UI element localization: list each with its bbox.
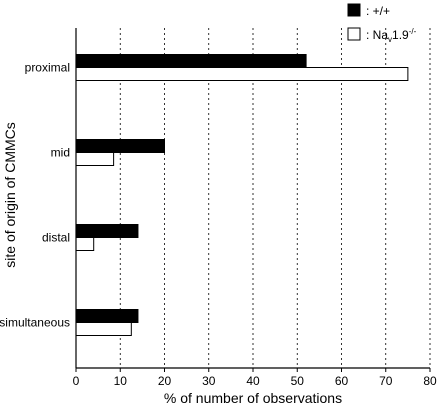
category-label-proximal: proximal: [25, 61, 70, 75]
x-ticks: 0 10 20 30 40 50 60 70 80: [73, 368, 437, 388]
x-tick-label: 60: [335, 374, 349, 388]
category-label-mid: mid: [51, 146, 70, 160]
x-tick-label: 30: [202, 374, 216, 388]
bar-knockout-simultaneous: [75, 322, 132, 336]
x-tick-label: 50: [291, 374, 305, 388]
bar-wildtype-mid: [75, 139, 165, 153]
x-tick-label: 0: [73, 374, 80, 388]
legend-label-knockout-suffix: 1.9: [392, 28, 409, 42]
legend-label-knockout-sub: v: [388, 35, 392, 44]
legend: : +/+ : Nav1.9-/-: [347, 3, 417, 44]
bar-knockout-mid: [75, 152, 115, 166]
bar-knockout-distal: [75, 237, 95, 251]
legend-label-knockout: : Nav1.9-/-: [366, 27, 417, 44]
bar-wildtype-proximal: [75, 54, 307, 68]
x-axis-title: % of number of observations: [164, 390, 342, 406]
legend-label-knockout-main: : Na: [366, 28, 388, 42]
x-tick-label: 40: [246, 374, 260, 388]
category-label-simultaneous: simultaneous: [0, 316, 70, 330]
legend-label-knockout-sup: -/-: [409, 27, 417, 36]
bars: [75, 54, 409, 336]
grid-lines: [119, 28, 431, 368]
legend-swatch-wildtype: [347, 3, 361, 17]
bar-wildtype-simultaneous: [75, 309, 139, 323]
bar-knockout-proximal: [75, 67, 409, 81]
x-tick-label: 70: [379, 374, 393, 388]
legend-swatch-knockout: [347, 27, 361, 41]
category-labels: proximal mid distal simultaneous: [0, 61, 70, 330]
x-tick-label: 10: [114, 374, 128, 388]
bar-wildtype-distal: [75, 224, 139, 238]
category-label-distal: distal: [42, 231, 70, 245]
legend-label-wildtype: : +/+: [366, 4, 390, 18]
x-tick-label: 20: [158, 374, 172, 388]
y-axis-title: site of origin of CMMCs: [2, 122, 18, 267]
x-tick-label: 80: [423, 374, 437, 388]
